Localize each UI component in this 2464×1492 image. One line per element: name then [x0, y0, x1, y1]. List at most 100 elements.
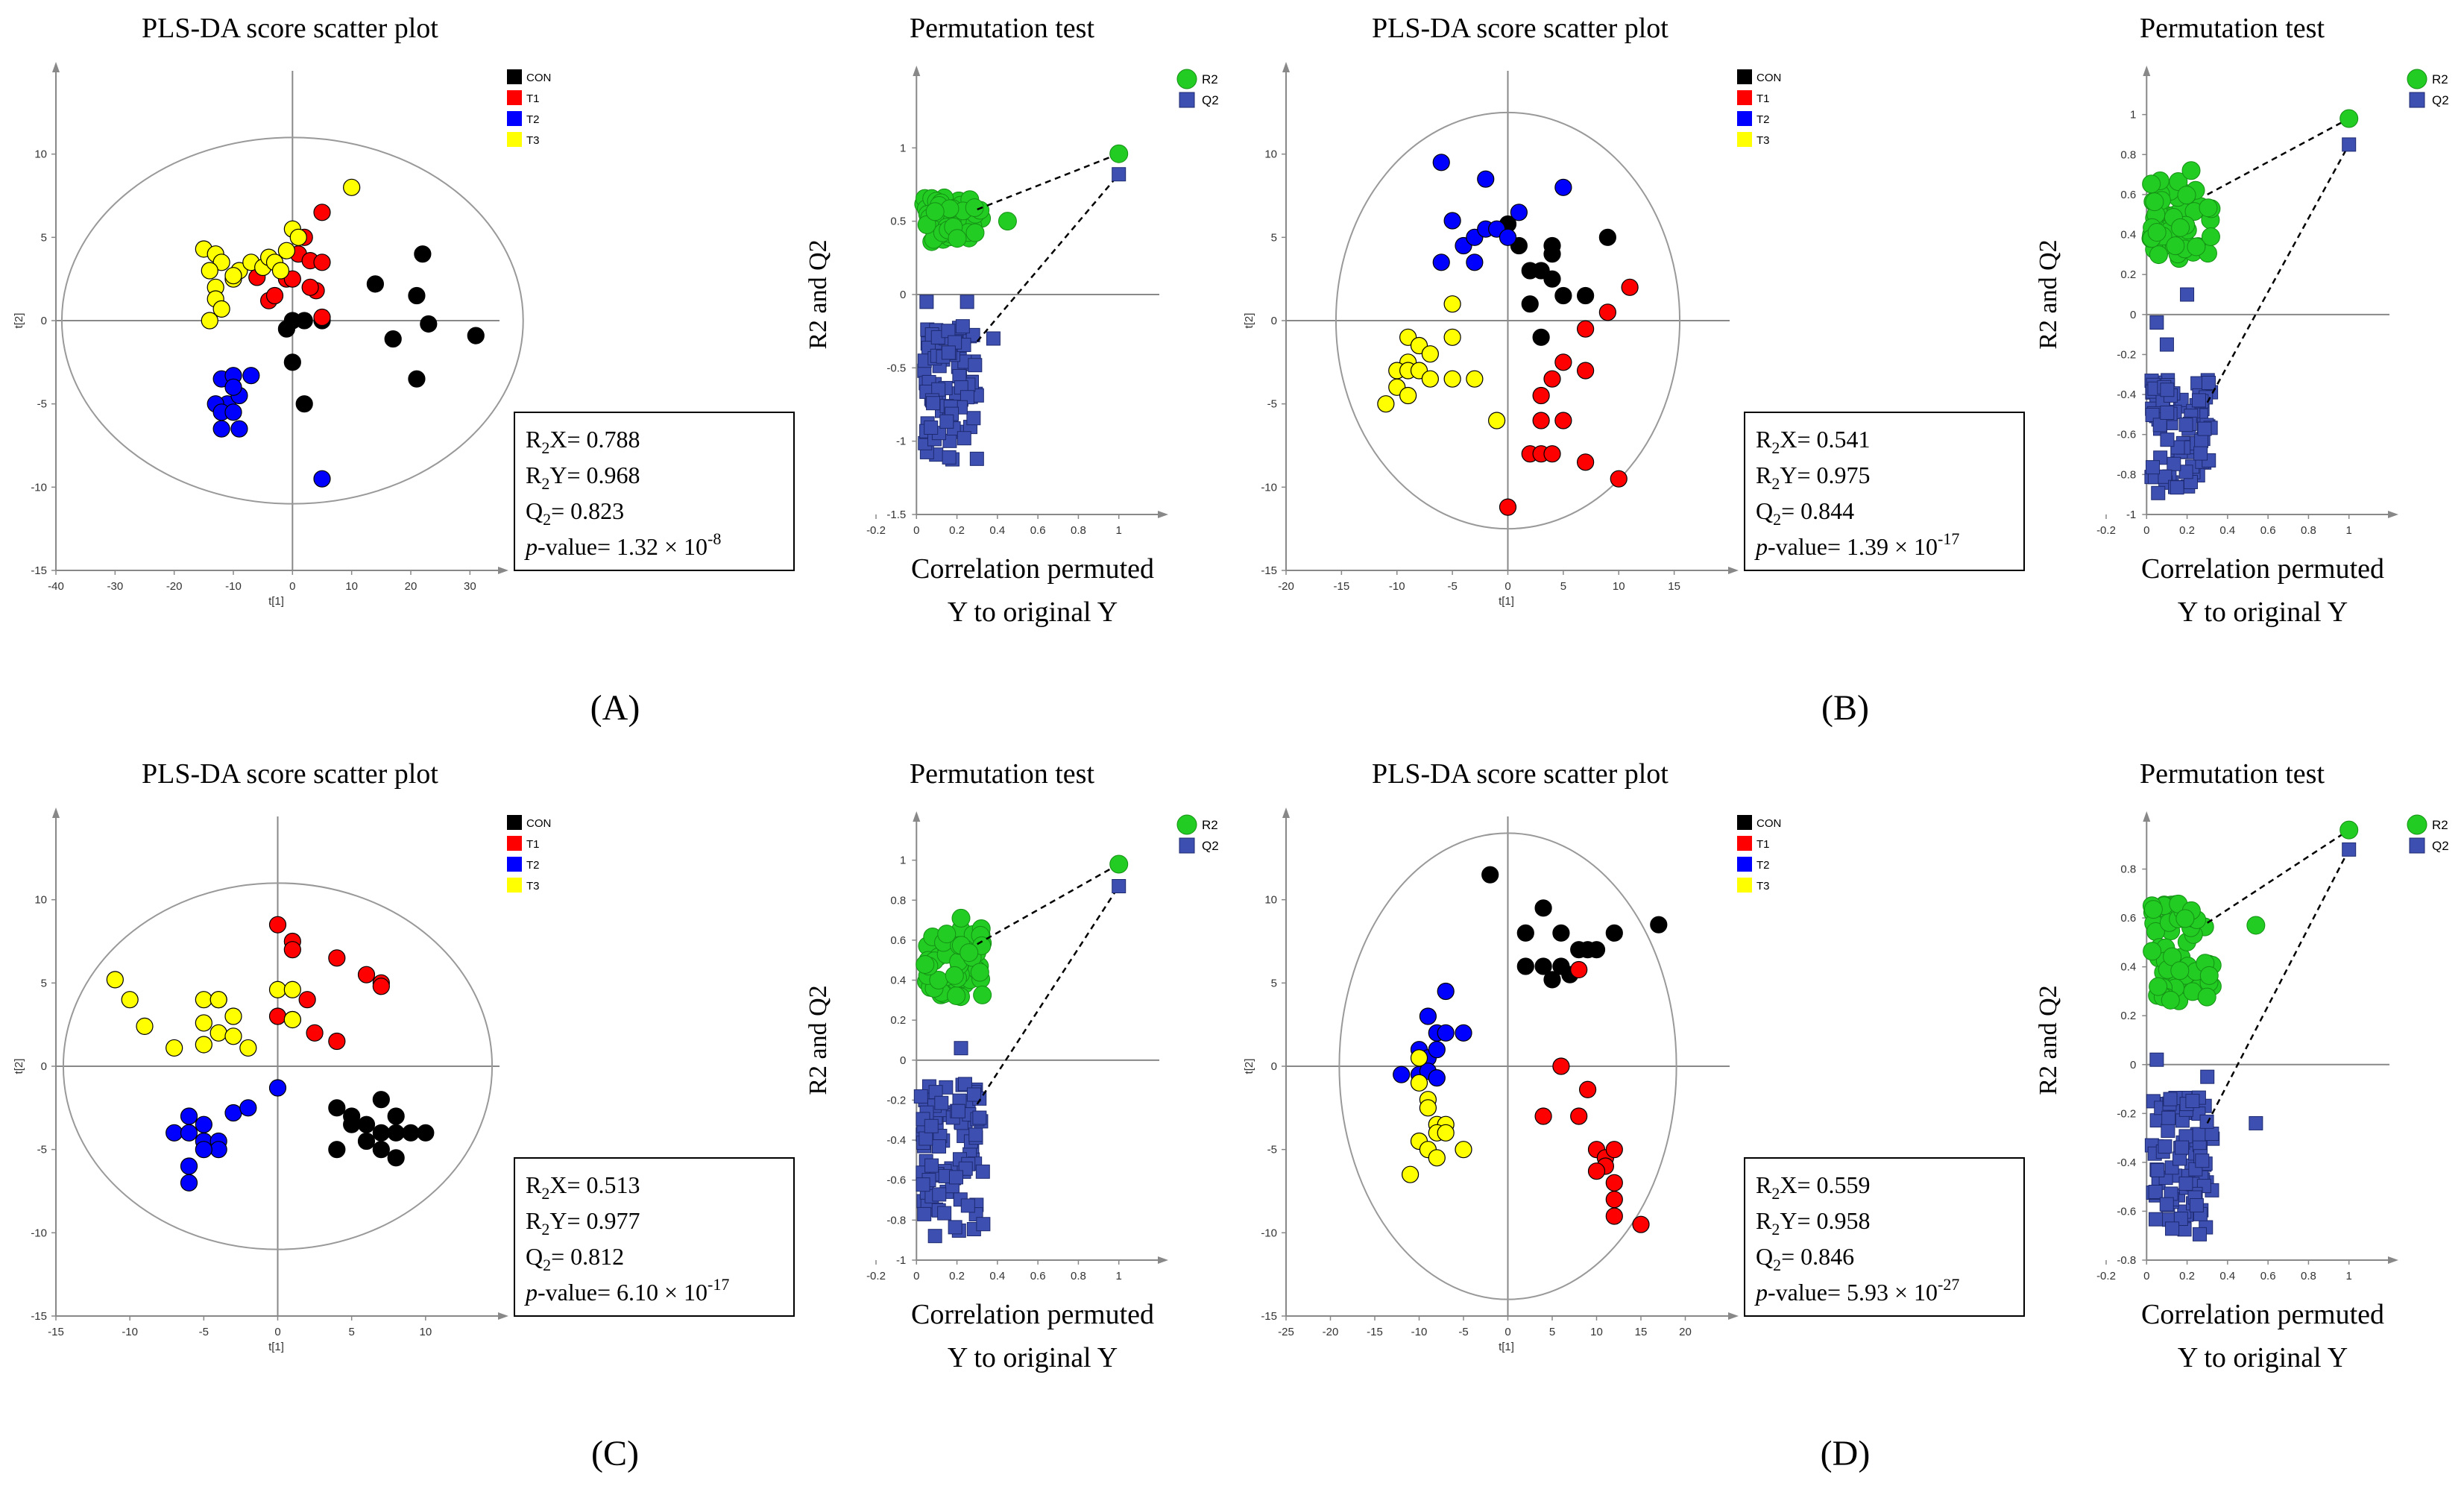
- score-point-t3: [1377, 395, 1395, 413]
- perm-y-arrow: [913, 66, 921, 76]
- score-y-tick-label: -10: [31, 1227, 47, 1239]
- stats-box-border: [514, 1157, 795, 1317]
- q2-permuted-point: [924, 420, 939, 435]
- r2-permuted-point: [2161, 990, 2180, 1010]
- series-t2: [1432, 154, 1572, 271]
- r2-regression-line: [977, 153, 1120, 211]
- score-x-tick-label: -20: [1278, 580, 1294, 593]
- legend-label-con: CON: [1756, 817, 1781, 830]
- score-y-tick-label: -15: [31, 1310, 47, 1323]
- legend-label-t1: T1: [526, 92, 540, 105]
- r2-permuted-point: [2149, 245, 2168, 265]
- score-point-t3: [195, 1036, 212, 1054]
- q2-permuted-point: [2185, 1094, 2200, 1109]
- r2-permutations: [914, 188, 1017, 251]
- q2-permuted-point: [966, 1087, 981, 1102]
- stat-q2: Q2= 0.812: [526, 1243, 624, 1274]
- series-t2: [166, 1079, 287, 1192]
- perm-y-tick-label: -0.4: [886, 1134, 906, 1147]
- score-point-t3: [195, 1014, 212, 1032]
- score-point-t2: [1393, 1066, 1411, 1083]
- score-point-t1: [1577, 320, 1595, 338]
- score-y-tick-label: -15: [1261, 1310, 1277, 1323]
- perm-x-tick-label: 0.4: [989, 1270, 1005, 1282]
- score-point-t1: [1579, 1080, 1597, 1098]
- score-point-con: [357, 1115, 376, 1133]
- q2-permutations: [913, 1041, 991, 1244]
- score-point-t1: [1598, 303, 1616, 321]
- score-point-con: [1587, 941, 1606, 959]
- perm-plot-title: Permutation test: [910, 13, 1094, 44]
- q2-permuted-point: [2249, 1115, 2263, 1130]
- score-point-t1: [313, 204, 331, 221]
- perm-x-axis-title-line2: Y to original Y: [948, 1342, 1118, 1373]
- perm-x-tick-label: 0: [913, 524, 919, 537]
- score-point-t2: [1455, 1024, 1472, 1042]
- perm-plot-title: Permutation test: [2140, 758, 2325, 790]
- score-y-tick-label: -10: [31, 481, 47, 494]
- perm-y-tick-label: 0: [2130, 1059, 2136, 1071]
- score-point-t3: [343, 178, 361, 196]
- perm-x-tick-label: 0.6: [2260, 1270, 2276, 1282]
- perm-y-tick-label: -0.6: [2117, 1205, 2136, 1218]
- score-x-tick-label: 0: [1504, 580, 1510, 593]
- score-y-arrow: [52, 62, 60, 72]
- score-point-t1: [1632, 1215, 1650, 1233]
- perm-x-tick-label: 1: [2346, 1270, 2352, 1282]
- score-point-con: [387, 1124, 405, 1142]
- score-point-t2: [224, 403, 242, 421]
- legend-swatch-t1: [507, 90, 522, 105]
- q2-permuted-point: [2160, 405, 2175, 420]
- perm-legend: R2 Q2: [1176, 69, 1219, 108]
- perm-y-tick-label: 1: [900, 142, 906, 154]
- score-y-tick-label: 0: [1271, 315, 1277, 327]
- score-point-t3: [224, 267, 242, 285]
- q2-permuted-point: [2194, 433, 2209, 448]
- stat-r2x: R2X= 0.541: [1756, 426, 1871, 457]
- perm-y-tick-label: 0: [2130, 309, 2136, 321]
- score-point-t1: [1532, 412, 1550, 429]
- r2-regression-line: [2207, 829, 2350, 924]
- score-point-con: [1543, 971, 1561, 989]
- series-t1: [209, 916, 390, 1051]
- perm-x-axis-title-line1: Correlation permuted: [2141, 1299, 2384, 1330]
- q2-permuted-point: [2170, 440, 2185, 455]
- score-point-t3: [1421, 370, 1439, 388]
- score-point-t1: [268, 1007, 287, 1025]
- panel-label: (A): [590, 688, 640, 728]
- series-con: [1481, 866, 1668, 989]
- series-t3: [1377, 295, 1506, 429]
- q2-permuted-point: [2149, 315, 2164, 330]
- score-x-axis-title: t[1]: [1499, 595, 1514, 608]
- score-x-arrow: [1728, 1312, 1739, 1320]
- score-point-t2: [1428, 1041, 1446, 1059]
- score-x-tick-label: -10: [122, 1326, 138, 1338]
- score-axes: -40 -30 -20 -10 0 10 20 30 -15 -10 -5 0 5 10 t[1] t[2]: [13, 62, 508, 608]
- r2-permuted-point: [2145, 192, 2164, 212]
- q2-permutations: [2144, 287, 2219, 500]
- q2-permuted-point: [913, 1089, 928, 1104]
- perm-legend-r2-label: R2: [2432, 818, 2448, 832]
- perm-y-tick-label: 0.5: [890, 215, 906, 228]
- score-point-t3: [1466, 370, 1484, 388]
- perm-axes: -0.2 0 0.2 0.4 0.6 0.8 1 -1 -0.8 -0.6 -0.4 -0.2 0 0.2…: [2035, 66, 2398, 628]
- score-point-con: [414, 245, 432, 263]
- score-point-con: [467, 327, 485, 344]
- score-x-tick-label: 0: [289, 580, 295, 593]
- score-point-t1: [328, 949, 346, 967]
- stats-box-border: [1744, 412, 2025, 571]
- score-point-con: [387, 1149, 405, 1167]
- perm-y-tick-label: -0.6: [886, 1174, 906, 1187]
- q2-regression-line: [2206, 849, 2350, 1124]
- score-point-t2: [209, 1141, 227, 1159]
- q2-permuted-point: [937, 1206, 952, 1221]
- score-axes: -15 -10 -5 0 5 10 -15 -10 -5 0 5 10 t[1] t[2]: [13, 808, 508, 1353]
- score-point-con: [1481, 866, 1499, 884]
- q2-permuted-point: [939, 414, 954, 429]
- perm-y-tick-label: 0.6: [2120, 912, 2136, 925]
- score-point-t3: [239, 1039, 257, 1057]
- score-x-tick-label: 20: [405, 580, 418, 593]
